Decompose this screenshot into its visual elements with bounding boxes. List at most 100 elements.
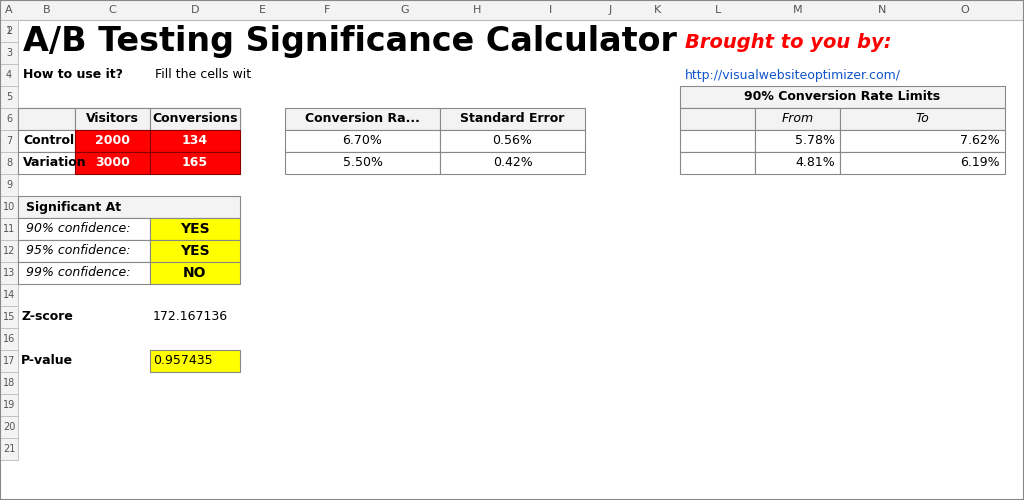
Text: 7.62%: 7.62% <box>961 134 1000 147</box>
Bar <box>0 108 18 130</box>
Bar <box>75 130 150 152</box>
Text: G: G <box>400 5 410 15</box>
Bar <box>755 152 840 174</box>
Text: 13: 13 <box>3 268 15 278</box>
Bar <box>0 152 18 174</box>
Text: 18: 18 <box>3 378 15 388</box>
Bar <box>0 174 18 196</box>
Text: 6: 6 <box>6 114 12 124</box>
Bar <box>0 64 18 86</box>
Text: D: D <box>190 5 200 15</box>
Text: 90% confidence:: 90% confidence: <box>26 222 130 235</box>
Text: 6.70%: 6.70% <box>343 134 382 147</box>
Bar <box>18 196 240 218</box>
Text: 7: 7 <box>6 136 12 146</box>
Bar <box>0 350 18 372</box>
Bar <box>0 394 18 416</box>
Text: 19: 19 <box>3 400 15 410</box>
Bar <box>0 20 18 42</box>
Bar <box>285 108 440 130</box>
Text: Standard Error: Standard Error <box>461 112 564 126</box>
Bar <box>0 372 18 394</box>
Text: 21: 21 <box>3 444 15 454</box>
Text: 99% confidence:: 99% confidence: <box>26 266 130 280</box>
Bar <box>0 416 18 438</box>
Bar <box>150 130 240 152</box>
Text: Fill the cells wit: Fill the cells wit <box>155 68 251 82</box>
Text: 17: 17 <box>3 356 15 366</box>
Bar <box>18 240 150 262</box>
Bar <box>0 42 18 64</box>
Bar <box>0 0 1024 20</box>
Bar <box>0 262 18 284</box>
Text: E: E <box>259 5 266 15</box>
Bar <box>755 130 840 152</box>
Bar <box>0 284 18 306</box>
Bar <box>0 86 18 108</box>
Text: Conversions: Conversions <box>153 112 238 126</box>
Bar <box>150 240 240 262</box>
Text: From: From <box>781 112 813 126</box>
Text: N: N <box>879 5 887 15</box>
Text: http://visualwebsiteoptimizer.com/: http://visualwebsiteoptimizer.com/ <box>685 68 901 82</box>
Text: M: M <box>793 5 803 15</box>
Text: F: F <box>325 5 331 15</box>
Text: 15: 15 <box>3 312 15 322</box>
Text: Control: Control <box>23 134 74 147</box>
Text: 90% Conversion Rate Limits: 90% Conversion Rate Limits <box>744 90 941 104</box>
Text: A/B Testing Significance Calculator: A/B Testing Significance Calculator <box>23 26 677 58</box>
Bar <box>150 108 240 130</box>
Text: Z-score: Z-score <box>22 310 73 324</box>
Bar <box>0 438 18 460</box>
Text: 6.19%: 6.19% <box>961 156 1000 170</box>
Bar <box>18 262 150 284</box>
Bar <box>0 240 18 262</box>
Bar <box>840 152 1005 174</box>
Text: 3: 3 <box>6 48 12 58</box>
Bar <box>0 174 18 196</box>
Text: 4: 4 <box>6 70 12 80</box>
Text: 10: 10 <box>3 202 15 212</box>
Bar <box>285 152 440 174</box>
Bar <box>0 394 18 416</box>
Bar <box>0 416 18 438</box>
Bar <box>0 306 18 328</box>
Text: 2000: 2000 <box>95 134 130 147</box>
Bar <box>840 108 1005 130</box>
Text: 0.957435: 0.957435 <box>153 354 213 368</box>
Text: 0.56%: 0.56% <box>493 134 532 147</box>
Text: YES: YES <box>180 222 210 236</box>
Text: C: C <box>109 5 117 15</box>
Text: 172.167136: 172.167136 <box>153 310 228 324</box>
Text: O: O <box>961 5 970 15</box>
Bar <box>18 108 75 130</box>
Text: I: I <box>549 5 552 15</box>
Bar <box>0 196 18 218</box>
Bar <box>0 130 18 152</box>
Bar <box>0 218 18 240</box>
Bar <box>440 152 585 174</box>
Text: 165: 165 <box>182 156 208 170</box>
Text: Variation: Variation <box>23 156 87 170</box>
Text: Visitors: Visitors <box>86 112 139 126</box>
Text: Significant At: Significant At <box>26 200 121 213</box>
Bar <box>285 130 440 152</box>
Bar <box>840 130 1005 152</box>
Text: 5.50%: 5.50% <box>342 156 383 170</box>
Bar <box>0 86 18 108</box>
Bar <box>680 130 755 152</box>
Bar <box>18 130 75 152</box>
Text: 8: 8 <box>6 158 12 168</box>
Text: 4.81%: 4.81% <box>796 156 835 170</box>
Bar <box>0 372 18 394</box>
Text: NO: NO <box>183 266 207 280</box>
Bar <box>0 64 18 86</box>
Bar <box>75 152 150 174</box>
Bar <box>75 108 150 130</box>
Text: Conversion Ra...: Conversion Ra... <box>305 112 420 126</box>
Bar <box>440 108 585 130</box>
Text: 134: 134 <box>182 134 208 147</box>
Text: B: B <box>43 5 50 15</box>
Bar <box>0 196 18 218</box>
Text: H: H <box>473 5 481 15</box>
